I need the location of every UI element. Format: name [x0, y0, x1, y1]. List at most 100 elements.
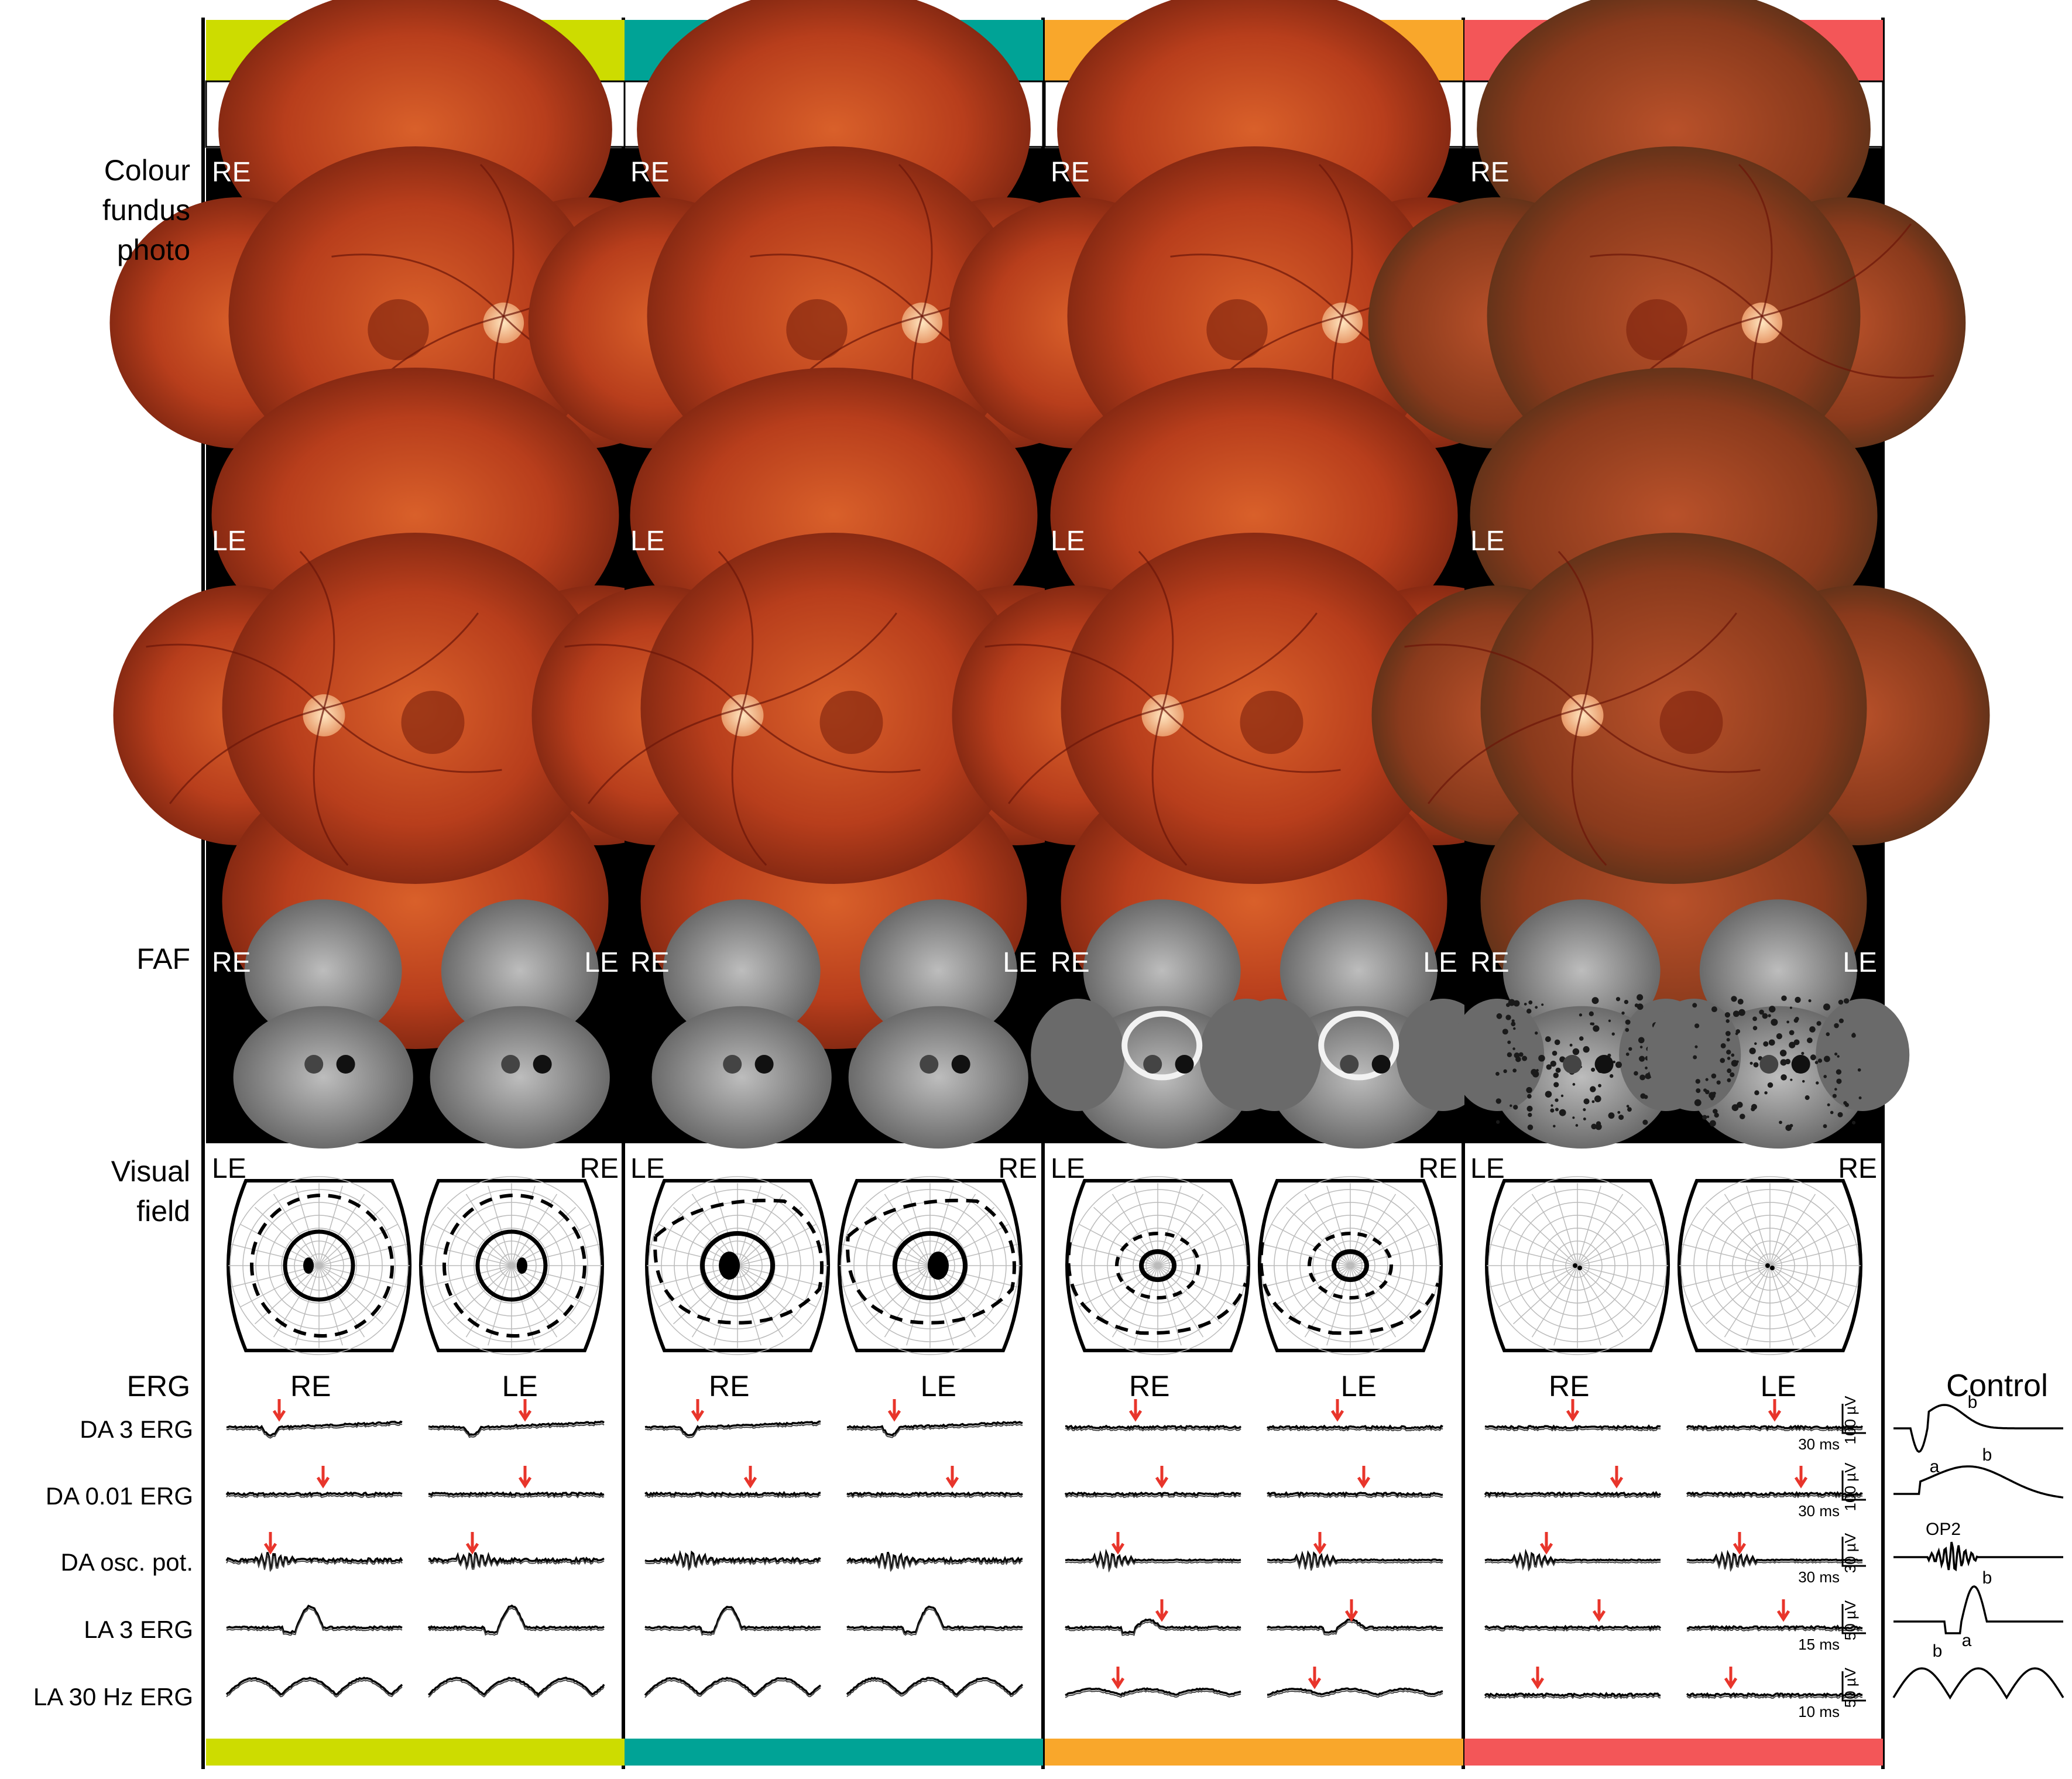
pigment-speck [1695, 1079, 1700, 1084]
pigment-speck [1625, 1019, 1631, 1025]
erg-trace [1266, 1424, 1443, 1430]
pigment-speck [1725, 1019, 1730, 1023]
pigment-speck [1710, 1096, 1714, 1101]
erg-trace [1267, 1427, 1443, 1432]
isopter-mid [1115, 1232, 1201, 1300]
field-grid-spoke [1577, 1265, 1601, 1346]
field-grid-spoke [318, 1265, 407, 1288]
erg-re-heading: RE [709, 1370, 749, 1403]
erg-trace [428, 1491, 605, 1497]
pigment-speck [1692, 1003, 1697, 1008]
red-arrow [316, 1466, 330, 1489]
macula [1240, 691, 1303, 754]
pigment-speck [1823, 1003, 1830, 1011]
retinal-vessel [1151, 708, 1188, 866]
column-footer-bar [206, 1739, 625, 1766]
retinal-vessel [1582, 612, 1737, 709]
pigment-speck [1789, 1123, 1793, 1127]
field-grid-spoke [1682, 1265, 1771, 1288]
optic-disc [1141, 694, 1184, 736]
erg-trace [1686, 1624, 1863, 1630]
red-arrow [465, 1532, 479, 1555]
blind-spot [516, 1257, 527, 1274]
field-grid-spoke [1769, 1185, 1794, 1266]
row-label-erg: ERG [127, 1370, 190, 1403]
pigment-speck [1837, 1055, 1840, 1058]
pigment-speck [1740, 1113, 1745, 1119]
field-grid-spoke [447, 1265, 512, 1325]
pigment-speck [1615, 1061, 1622, 1068]
control-trace [1892, 1667, 2064, 1700]
pigment-speck [1753, 1062, 1759, 1068]
scale-bar [1841, 1671, 1866, 1702]
field-grid-spoke [254, 1265, 320, 1325]
field-grid-spoke [737, 1265, 825, 1288]
row-label-visual-field: Visual [111, 1155, 190, 1188]
pigment-speck [1720, 1043, 1726, 1048]
pigment-speck [1495, 1071, 1500, 1076]
isopter-inner [700, 1231, 776, 1300]
erg-trace [644, 1423, 821, 1438]
control-b-label: b [1933, 1641, 1943, 1661]
pigment-speck [1495, 1098, 1501, 1104]
hyperautofluorescent-ring [1121, 1010, 1203, 1081]
field-grid-spoke [737, 1223, 817, 1266]
retinal-vessel [1590, 253, 1763, 317]
pigment-speck [1749, 1061, 1753, 1065]
erg-trace [428, 1420, 605, 1437]
pigment-speck [1711, 1073, 1717, 1079]
erg-trace [644, 1494, 821, 1499]
pigment-speck [1731, 1053, 1735, 1057]
pigment-speck [1550, 1108, 1555, 1113]
erg-trace [1065, 1552, 1241, 1573]
pigment-speck [1555, 1108, 1559, 1112]
field-grid-spoke [1724, 1194, 1771, 1266]
field-grid-spoke [737, 1243, 825, 1266]
field-grid-spoke [1691, 1265, 1771, 1308]
isopter-outer [250, 1194, 394, 1338]
pigment-speck [1851, 1033, 1856, 1038]
erg-trace [1686, 1692, 1863, 1698]
red-arrow [1155, 1466, 1169, 1489]
pigment-speck [1639, 1074, 1646, 1081]
field-grid-spoke [851, 1223, 931, 1266]
pigment-speck [1512, 1068, 1517, 1073]
hyperautofluorescent-ring [1318, 1010, 1399, 1081]
control-trace [1893, 1465, 2064, 1499]
erg-trace [1267, 1690, 1443, 1698]
field-grid-spoke [713, 1185, 738, 1266]
retinal-vessel [1162, 612, 1318, 709]
erg-trace [846, 1605, 1023, 1634]
pigment-speck [1834, 1053, 1838, 1056]
retinal-vessel [299, 551, 335, 709]
vf-re-label: RE [579, 1153, 619, 1184]
retinal-vessel [588, 707, 743, 804]
vf-le-label: LE [212, 1153, 246, 1184]
pigment-speck [1624, 999, 1629, 1005]
pigment-speck [1608, 1019, 1611, 1022]
pigment-speck [1550, 1104, 1553, 1107]
retinal-vessel [750, 253, 923, 317]
pigment-speck [1780, 1059, 1787, 1066]
erg-trace [1065, 1494, 1241, 1499]
pigment-speck [1508, 999, 1515, 1006]
field-grid-spoke [488, 1185, 512, 1266]
field-grid-spoke [906, 1265, 931, 1346]
scale-amplitude: 100 µV [1841, 1396, 1859, 1445]
faf-tile [859, 899, 1017, 1042]
field-grid-spoke [1724, 1265, 1771, 1338]
isopter-inner [1139, 1249, 1177, 1282]
macula [368, 299, 429, 361]
field-grid-spoke [1769, 1206, 1835, 1266]
pigment-speck [1625, 1052, 1630, 1056]
row-label-fundus: fundus [102, 194, 190, 227]
pigment-speck [1779, 1120, 1782, 1125]
pigment-speck [1802, 1079, 1805, 1083]
erg-trace [846, 1679, 1023, 1698]
field-grid-spoke [295, 1185, 320, 1266]
erg-re-heading: RE [290, 1370, 331, 1403]
red-arrow [518, 1466, 532, 1489]
pigment-speck [1642, 1119, 1648, 1125]
control-b-label: b [1968, 1393, 1978, 1412]
pigment-speck [1555, 1098, 1559, 1102]
